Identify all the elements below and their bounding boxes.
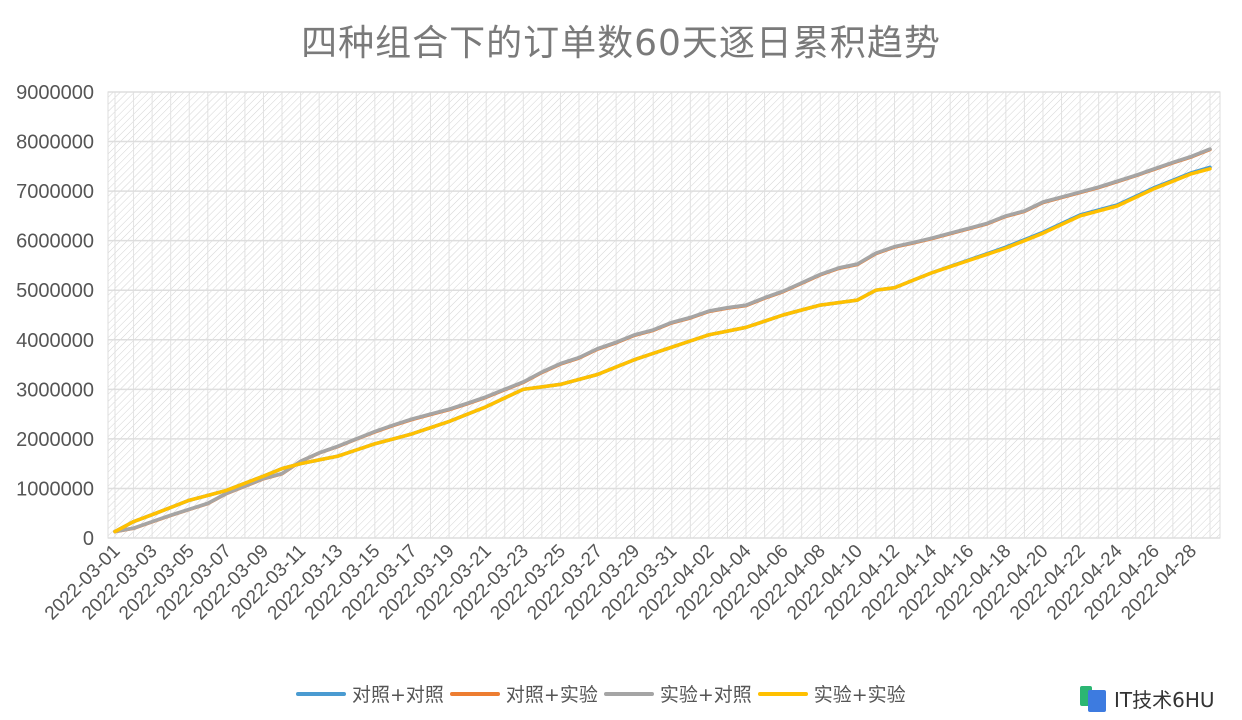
watermark-text: IT技术6HU <box>1114 688 1215 712</box>
legend-swatch <box>603 691 654 696</box>
y-tick-label: 5000000 <box>16 280 94 302</box>
y-tick-label: 7000000 <box>16 181 94 203</box>
y-tick-label: 9000000 <box>16 82 94 104</box>
legend-swatch <box>449 691 500 696</box>
y-tick-label: 0 <box>83 528 94 550</box>
y-tick-label: 1000000 <box>16 478 94 500</box>
legend-item: 对照+对照 <box>296 680 444 707</box>
legend-item: 实验+对照 <box>603 680 752 707</box>
legend-label: 实验+对照 <box>659 684 752 706</box>
y-tick-label: 2000000 <box>16 429 94 451</box>
y-tick-label: 4000000 <box>16 330 94 352</box>
legend-item: 对照+实验 <box>449 680 598 707</box>
legend-label: 实验+实验 <box>813 684 906 706</box>
chart-title: 四种组合下的订单数60天逐日累积趋势 <box>301 23 941 64</box>
legend: 对照+对照 对照+实验 实验+对照 实验+实验 <box>296 680 912 707</box>
y-tick-label: 3000000 <box>16 379 94 401</box>
watermark: IT技术6HU <box>1080 684 1215 713</box>
legend-label: 对照+实验 <box>505 684 598 706</box>
legend-item: 实验+实验 <box>757 680 906 707</box>
series-line-4 <box>113 167 1212 534</box>
legend-swatch <box>757 691 808 696</box>
legend-swatch <box>296 691 346 696</box>
y-tick-label: 8000000 <box>16 132 94 154</box>
watermark-logo-icon <box>1080 685 1108 712</box>
line-chart: 0 1000000 2000000 3000000 4000000 5000000 6000… <box>16 82 1221 624</box>
y-tick-label: 6000000 <box>16 231 94 253</box>
plot-area <box>107 91 1221 539</box>
legend-label: 对照+对照 <box>352 684 444 706</box>
